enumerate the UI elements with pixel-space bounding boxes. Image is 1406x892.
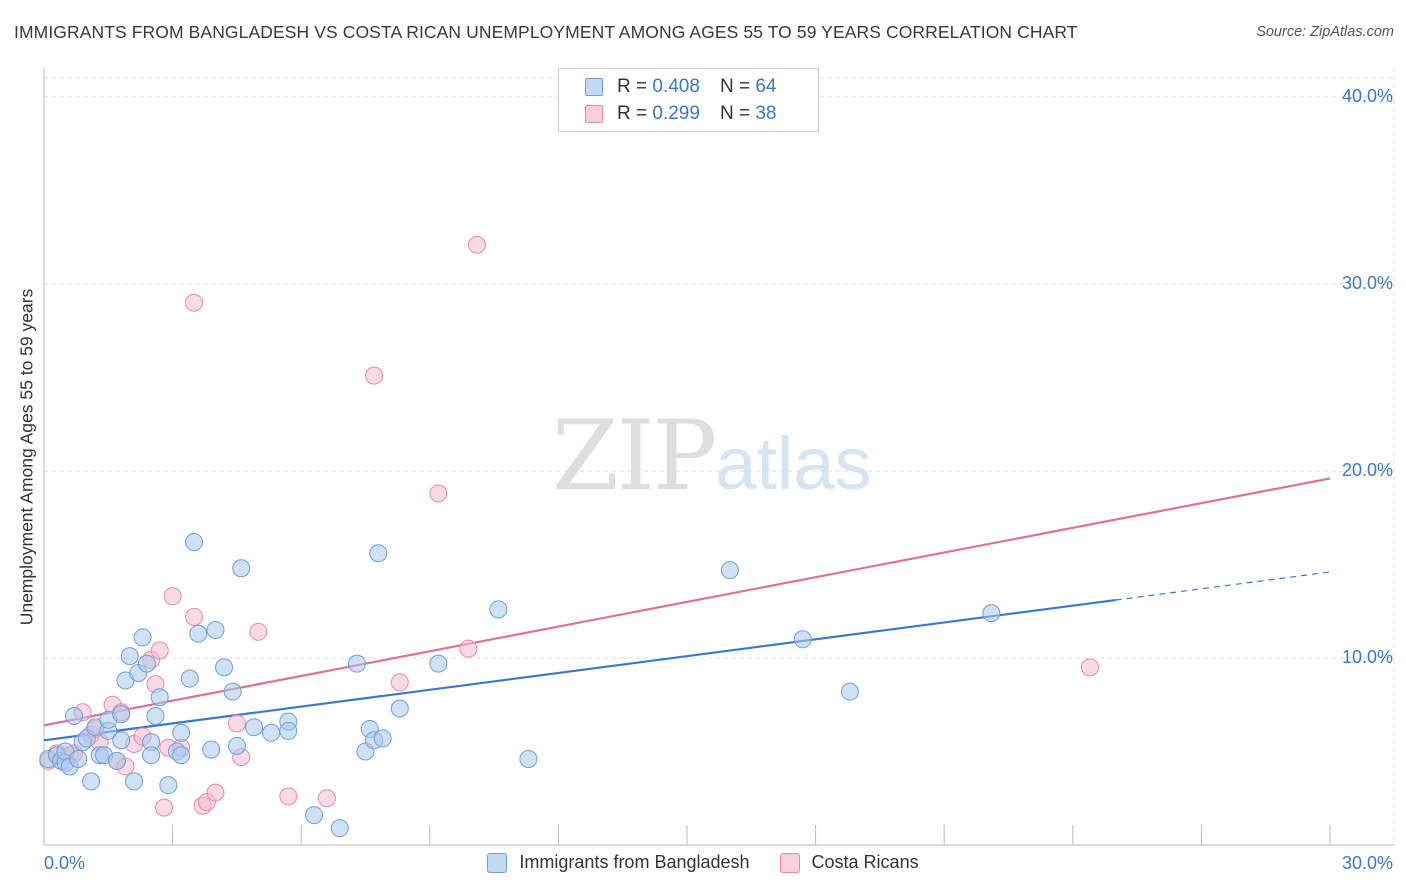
point-costa-rican: [249, 622, 268, 641]
point-bangladesh: [150, 688, 169, 707]
point-bangladesh: [262, 723, 281, 742]
point-costa-rican: [279, 787, 298, 806]
y-tick-label: 30.0%: [1341, 273, 1393, 293]
point-costa-rican: [467, 235, 486, 254]
chart-title: IMMIGRANTS FROM BANGLADESH VS COSTA RICA…: [14, 22, 1078, 42]
point-bangladesh: [223, 682, 242, 701]
trend-line-bangladesh: [43, 598, 1116, 742]
point-costa-rican: [459, 639, 478, 658]
point-bangladesh: [793, 630, 812, 649]
point-bangladesh: [142, 746, 161, 765]
point-costa-rican: [365, 366, 384, 385]
point-bangladesh: [347, 654, 366, 673]
data-points: [39, 235, 1099, 838]
source-credit: Source: ZipAtlas.com: [1256, 24, 1394, 40]
y-tick-label: 20.0%: [1341, 460, 1393, 480]
n-value: 38: [755, 103, 777, 124]
point-costa-rican: [317, 789, 336, 808]
point-bangladesh: [232, 559, 251, 578]
x-tick-label-max: 30.0%: [1341, 853, 1393, 873]
point-bangladesh: [172, 746, 191, 765]
point-bangladesh: [202, 740, 221, 759]
point-bangladesh: [180, 669, 199, 688]
point-bangladesh: [982, 604, 1001, 623]
legend-row-costa-rican: R = 0.299 N = 38: [585, 102, 776, 126]
x-tick-label-min: 0.0%: [44, 853, 86, 873]
point-bangladesh: [185, 533, 204, 552]
correlation-legend: R = 0.408 N = 64 R = 0.299 N = 38: [558, 68, 819, 132]
point-bangladesh: [146, 706, 165, 725]
point-bangladesh: [82, 772, 101, 791]
point-bangladesh: [189, 624, 208, 643]
point-bangladesh: [330, 819, 349, 838]
point-bangladesh: [112, 731, 131, 750]
watermark: ZIPatlas: [552, 400, 872, 512]
point-bangladesh: [489, 600, 508, 619]
point-costa-rican: [150, 641, 169, 660]
point-bangladesh: [133, 628, 152, 647]
y-tick-label: 10.0%: [1341, 647, 1393, 667]
point-costa-rican: [1080, 658, 1099, 677]
series-legend: Immigrants from Bangladesh Costa Ricans: [0, 852, 1406, 873]
point-bangladesh: [369, 544, 388, 563]
trend-lines: [43, 477, 1331, 742]
legend-label: Immigrants from Bangladesh: [519, 852, 750, 872]
n-value: 64: [755, 76, 777, 97]
n-label: N =: [719, 76, 751, 97]
y-tick-label: 40.0%: [1341, 86, 1393, 106]
point-costa-rican: [185, 293, 204, 312]
legend-swatch-blue: [487, 852, 508, 873]
r-value: 0.408: [652, 76, 700, 97]
point-costa-rican: [429, 484, 448, 503]
point-costa-rican: [206, 783, 225, 802]
r-label: R =: [617, 76, 648, 97]
point-bangladesh: [159, 776, 178, 795]
legend-row-bangladesh: R = 0.408 N = 64: [585, 75, 776, 99]
point-bangladesh: [373, 729, 392, 748]
axes: [43, 68, 1394, 846]
point-bangladesh: [112, 705, 131, 724]
point-costa-rican: [185, 607, 204, 626]
legend-swatch-pink: [779, 852, 800, 873]
watermark-zip: ZIP: [552, 400, 717, 512]
y-axis-label: Unemployment Among Ages 55 to 59 years: [16, 288, 37, 626]
r-label: R =: [617, 103, 648, 124]
legend-item-bangladesh[interactable]: Immigrants from Bangladesh: [487, 852, 750, 873]
point-bangladesh: [840, 682, 859, 701]
point-bangladesh: [107, 751, 126, 770]
point-bangladesh: [390, 699, 409, 718]
point-bangladesh: [172, 723, 191, 742]
n-label: N =: [719, 103, 751, 124]
point-costa-rican: [390, 673, 409, 692]
legend-label: Costa Ricans: [811, 852, 919, 872]
point-bangladesh: [69, 749, 88, 768]
point-costa-rican: [155, 798, 174, 817]
point-bangladesh: [137, 654, 156, 673]
point-costa-rican: [227, 714, 246, 733]
point-bangladesh: [65, 706, 84, 725]
point-bangladesh: [720, 561, 739, 580]
legend-swatch-blue: [585, 78, 603, 96]
point-costa-rican: [163, 587, 182, 606]
point-bangladesh: [206, 620, 225, 639]
point-bangladesh: [227, 736, 246, 755]
watermark-atlas: atlas: [715, 422, 872, 505]
legend-item-costa-rican[interactable]: Costa Ricans: [779, 852, 919, 873]
point-bangladesh: [305, 806, 324, 825]
point-bangladesh: [120, 647, 139, 666]
point-bangladesh: [245, 718, 264, 737]
point-bangladesh: [215, 658, 234, 677]
legend-swatch-pink: [585, 105, 603, 123]
point-bangladesh: [429, 654, 448, 673]
r-value: 0.299: [652, 103, 700, 124]
point-bangladesh: [125, 772, 144, 791]
point-bangladesh: [519, 749, 538, 768]
trend-line-bangladesh-extension: [1115, 571, 1331, 601]
point-bangladesh: [279, 721, 298, 740]
trend-line-costa-rican: [43, 477, 1331, 727]
